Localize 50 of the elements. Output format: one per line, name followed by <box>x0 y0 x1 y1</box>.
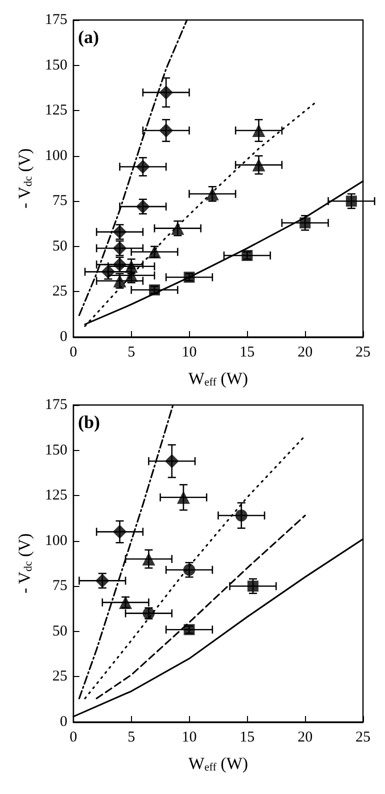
x-tick-label: 10 <box>182 730 197 746</box>
y-tick-label: 150 <box>44 442 68 458</box>
point <box>252 124 266 137</box>
x-tick-label: 20 <box>298 730 313 746</box>
y-axis-title: - Vdc (V) <box>15 148 34 209</box>
y-tick-label: 125 <box>44 488 68 504</box>
point <box>159 123 174 138</box>
x-tick-label: 25 <box>356 344 370 360</box>
x-tick-label: 15 <box>240 344 255 360</box>
y-tick-label: 100 <box>44 532 68 549</box>
line-series <box>84 434 306 700</box>
y-tick-label: 25 <box>52 284 68 300</box>
y-tick-label: 0 <box>60 714 68 730</box>
point <box>183 564 196 576</box>
point <box>300 217 311 228</box>
point <box>142 552 156 566</box>
y-tick-label: 75 <box>52 578 68 594</box>
y-tick-label: 75 <box>52 193 68 210</box>
x-tick-label: 0 <box>70 730 78 746</box>
point <box>346 196 357 207</box>
y-tick-label: 125 <box>44 102 68 119</box>
x-tick-label: 15 <box>240 730 255 746</box>
point <box>176 490 190 504</box>
point <box>252 158 266 172</box>
line-series <box>96 514 306 700</box>
x-tick-label: 5 <box>128 730 136 746</box>
point <box>235 510 248 522</box>
x-tick-label: 5 <box>128 344 136 360</box>
y-tick-label: 175 <box>44 397 68 413</box>
y-tick-label: 50 <box>52 623 68 640</box>
point <box>136 160 150 174</box>
point <box>159 85 174 100</box>
annotation: (b) <box>78 412 100 432</box>
annotation: (a) <box>78 27 99 47</box>
y-tick-label: 0 <box>60 329 68 345</box>
y-axis-title: - Vdc (V) <box>15 533 34 594</box>
point <box>247 580 258 592</box>
x-tick-label: 0 <box>70 344 78 360</box>
y-tick-label: 175 <box>44 12 68 28</box>
point <box>136 200 150 214</box>
x-tick-label: 25 <box>356 730 370 746</box>
x-tick-label: 10 <box>182 344 197 360</box>
point <box>112 524 127 539</box>
point <box>164 454 179 468</box>
y-tick-label: 25 <box>52 668 68 685</box>
x-tick-label: 20 <box>298 344 313 360</box>
y-tick-label: 50 <box>52 238 68 254</box>
y-tick-label: 100 <box>44 148 68 164</box>
y-tick-label: 150 <box>44 57 68 74</box>
point <box>95 574 110 588</box>
